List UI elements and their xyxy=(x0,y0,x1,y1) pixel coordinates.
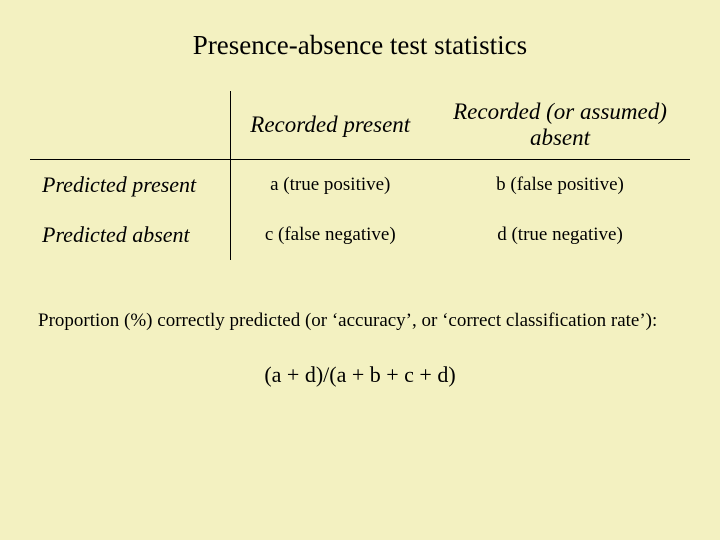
table-header-row: Recorded present Recorded (or assumed) a… xyxy=(30,91,690,160)
header-blank xyxy=(30,91,230,160)
accuracy-caption: Proportion (%) correctly predicted (or ‘… xyxy=(38,310,682,332)
cell-true-positive: a (true positive) xyxy=(230,160,430,211)
confusion-matrix-table: Recorded present Recorded (or assumed) a… xyxy=(30,91,690,260)
table-row: Predicted present a (true positive) b (f… xyxy=(30,160,690,211)
cell-true-negative: d (true negative) xyxy=(430,210,690,260)
slide-title: Presence-absence test statistics xyxy=(20,30,700,61)
accuracy-formula: (a + d)/(a + b + c + d) xyxy=(20,362,700,388)
header-recorded-present: Recorded present xyxy=(230,91,430,160)
row-header-predicted-present: Predicted present xyxy=(30,160,230,211)
row-header-predicted-absent: Predicted absent xyxy=(30,210,230,260)
cell-false-negative: c (false negative) xyxy=(230,210,430,260)
table-row: Predicted absent c (false negative) d (t… xyxy=(30,210,690,260)
cell-false-positive: b (false positive) xyxy=(430,160,690,211)
header-recorded-absent: Recorded (or assumed) absent xyxy=(430,91,690,160)
